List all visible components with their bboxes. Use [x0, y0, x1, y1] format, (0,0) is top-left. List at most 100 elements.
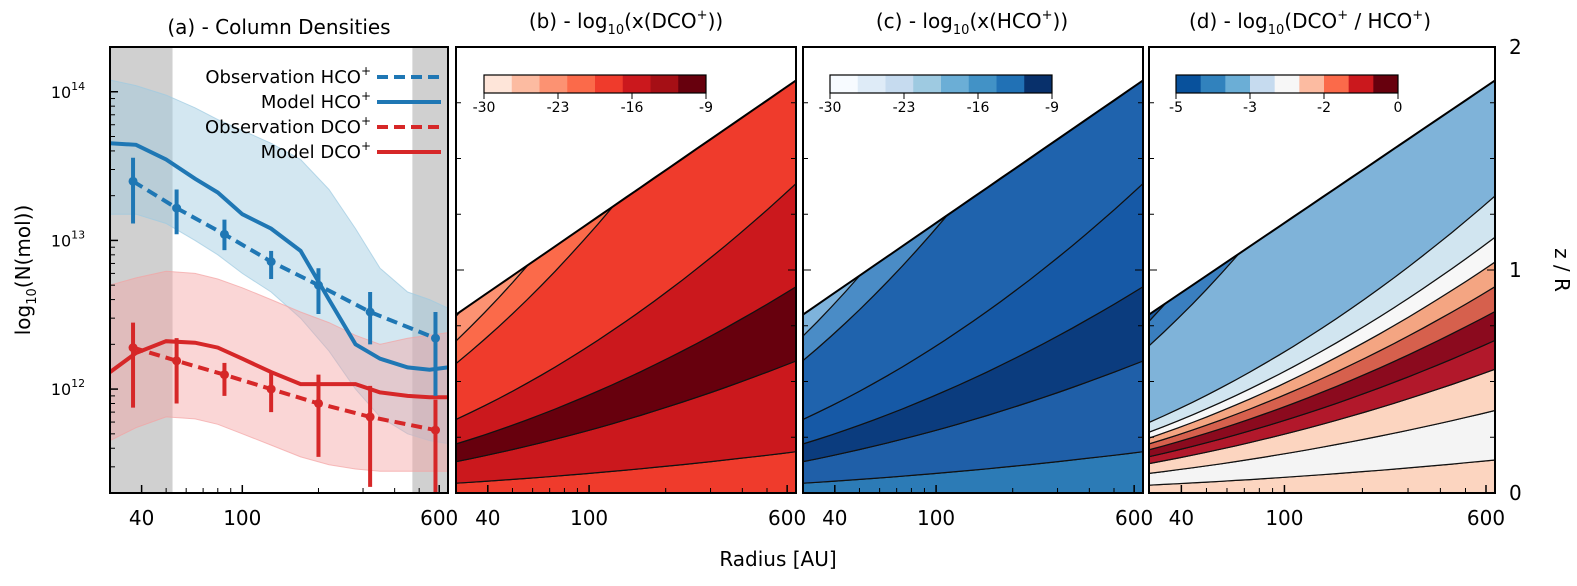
x-tick-label: 40 — [1169, 506, 1194, 530]
x-tick-label: 40 — [822, 506, 847, 530]
y-tick-label-right: 0 — [1509, 481, 1522, 505]
panel-b-colorbar: -30 -23 -16 -9 — [473, 74, 713, 116]
colorbar-swatch — [941, 75, 970, 93]
panel-c-title: (c) - log10(x(HCO+)) — [876, 8, 1068, 38]
panel-c-hco-abundance: (c) - log10(x(HCO+)) 40 100 600 -30 -23 -16-… — [802, 8, 1153, 530]
data-point — [313, 280, 323, 290]
x-tick-label: 100 — [917, 506, 955, 530]
colorbar-tick-label: -3 — [1243, 100, 1257, 116]
legend-label: Model HCO+ — [261, 89, 371, 113]
colorbar-swatch — [913, 75, 942, 93]
x-tick-label: 600 — [768, 506, 806, 530]
colorbar-tick-label: 0 — [1394, 100, 1403, 116]
colorbar-frame — [829, 74, 1053, 94]
y-tick-label: 1013 — [51, 228, 85, 250]
colorbar-swatch — [1274, 75, 1300, 93]
excluded-region-2 — [412, 47, 448, 493]
x-tick-label: 600 — [1467, 506, 1505, 530]
data-point — [266, 384, 276, 394]
colorbar-swatch — [1200, 75, 1226, 93]
model-uncertainty-band-1 — [110, 79, 448, 445]
colorbar-swatch — [1348, 75, 1374, 93]
y-tick-label-right: 1 — [1509, 258, 1522, 282]
x-tick-label: 100 — [223, 506, 261, 530]
colorbar-swatch — [1373, 75, 1399, 93]
panel-b-frame — [455, 46, 797, 494]
colorbar-tick-label: -16 — [621, 100, 644, 116]
legend-label: Observation HCO+ — [205, 64, 371, 88]
y-tick-label: 1014 — [51, 80, 85, 102]
model-uncertainty-band-2 — [110, 270, 448, 472]
colorbar-swatch — [622, 75, 651, 93]
colorbar-swatch — [595, 75, 624, 93]
data-point — [430, 333, 440, 343]
panel-a-legend: Observation HCO+Model HCO+Observation DC… — [205, 64, 441, 163]
colorbar-swatch — [539, 75, 568, 93]
panel-a-frame — [109, 46, 449, 494]
y-tick-label: 1012 — [51, 377, 85, 399]
model-line-2 — [110, 339, 448, 400]
panel-d-frame — [1148, 46, 1496, 494]
colorbar-tick-label: -30 — [819, 100, 842, 116]
data-point — [266, 257, 276, 267]
panel-b-title: (b) - log10(x(DCO+)) — [529, 8, 723, 38]
colorbar-swatch — [1176, 75, 1202, 93]
x-tick-label: 600 — [420, 506, 458, 530]
legend-label: Observation DCO+ — [205, 114, 371, 138]
y-axis-label-right: z / R — [1550, 248, 1574, 292]
colorbar-tick-label: -23 — [547, 100, 570, 116]
colorbar-frame — [483, 74, 707, 94]
x-axis-label: Radius [AU] — [719, 547, 836, 571]
panel-d-title: (d) - log10(DCO+ / HCO+) — [1189, 8, 1431, 38]
colorbar-swatch — [1250, 75, 1276, 93]
colorbar-swatch — [885, 75, 914, 93]
panel-c-colorbar: -30 -23 -16 -9 — [819, 74, 1059, 116]
data-point — [172, 203, 182, 213]
panel-c-frame — [802, 46, 1144, 494]
colorbar-swatch — [567, 75, 596, 93]
x-tick-label: 600 — [1115, 506, 1153, 530]
colorbar-tick-label: -9 — [699, 100, 713, 116]
disk-surface-mask — [803, 47, 1143, 316]
legend-label: Model DCO+ — [261, 139, 371, 163]
colorbar-swatch — [830, 75, 859, 93]
colorbar-tick-label: -9 — [1045, 100, 1059, 116]
data-point — [430, 425, 440, 435]
colorbar-swatch — [1225, 75, 1251, 93]
colorbar-swatch — [511, 75, 540, 93]
x-tick-label: 100 — [1265, 506, 1303, 530]
x-tick-label: 40 — [475, 506, 500, 530]
y-tick-label-right: 2 — [1509, 35, 1522, 59]
colorbar-swatch — [857, 75, 886, 93]
x-tick-label: 40 — [129, 506, 154, 530]
data-point — [219, 370, 229, 380]
data-point — [365, 307, 375, 317]
data-point — [219, 229, 229, 239]
x-tick-label: 100 — [570, 506, 608, 530]
panel-d-colorbar: -5 -3 -2 0 — [1169, 74, 1403, 116]
data-point — [365, 412, 375, 422]
disk-surface-mask — [1149, 47, 1495, 316]
panel-a-column-densities: (a) - Column Densities 40 100 600 1012 1013 1… — [51, 15, 458, 530]
data-point — [128, 343, 138, 353]
colorbar-tick-label: -2 — [1317, 100, 1331, 116]
data-point — [172, 356, 182, 366]
colorbar-swatch — [650, 75, 679, 93]
colorbar-swatch — [968, 75, 997, 93]
colorbar-tick-label: -23 — [893, 100, 916, 116]
colorbar-swatch — [1299, 75, 1325, 93]
model-line-1 — [110, 141, 448, 372]
y-axis-label-left: log10(N(mol)) — [11, 205, 40, 336]
colorbar-swatch — [1024, 75, 1053, 93]
colorbar-tick-label: -5 — [1169, 100, 1183, 116]
panel-a-title: (a) - Column Densities — [167, 15, 390, 39]
data-point — [313, 398, 323, 408]
colorbar-swatch — [678, 75, 707, 93]
colorbar-tick-label: -16 — [967, 100, 990, 116]
panel-b-dco-abundance: (b) - log10(x(DCO+)) 40 100 600 -30 -23 -16-… — [455, 8, 806, 530]
colorbar-frame — [1175, 74, 1399, 94]
colorbar-tick-label: -30 — [473, 100, 496, 116]
disk-surface-mask — [456, 47, 796, 316]
